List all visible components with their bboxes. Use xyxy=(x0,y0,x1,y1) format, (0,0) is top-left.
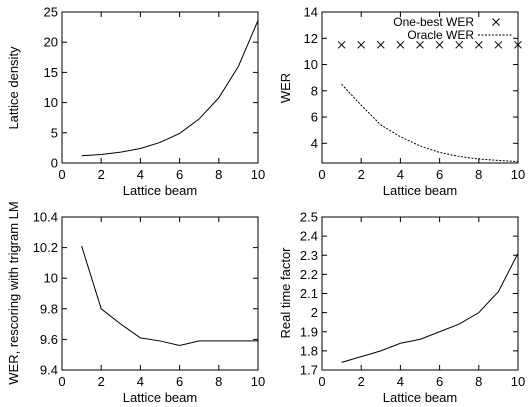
chart-2: 0 2 4 6 8 10 4 6 8 10 12 14 Lattice beam WER One-best … xyxy=(278,5,525,199)
y-tick-label: 2.4 xyxy=(300,229,318,244)
x-tick-label: 2 xyxy=(358,167,365,182)
y-tick-label: 10.2 xyxy=(33,240,58,255)
y-axis-label: WER xyxy=(278,73,293,103)
y-tick-label: 10 xyxy=(44,95,58,110)
x-axis-label: Lattice beam xyxy=(383,183,457,198)
x-tick-label: 6 xyxy=(176,374,183,389)
x-tick-label: 4 xyxy=(397,167,404,182)
data-point-marker xyxy=(357,40,366,49)
legend-label: Oracle WER xyxy=(407,28,474,42)
x-tick-label: 0 xyxy=(58,167,65,182)
data-point-marker xyxy=(396,40,405,49)
x-axis-label: Lattice beam xyxy=(123,183,197,198)
y-tick-label: 25 xyxy=(44,5,58,20)
data-point-marker xyxy=(376,40,385,49)
x-tick-label: 2 xyxy=(98,374,105,389)
data-point-marker xyxy=(435,40,444,49)
y-tick-label: 2 xyxy=(311,305,318,320)
chart-1: 0 2 4 6 8 10 0 5 10 15 20 25 Lattice beam Lattice den… xyxy=(6,5,265,199)
y-tick-label: 1.9 xyxy=(300,324,318,339)
y-tick-label: 2.3 xyxy=(300,248,318,263)
plot-frame xyxy=(321,11,519,164)
x-axis-label: Lattice beam xyxy=(123,390,197,405)
y-tick-label: 9.6 xyxy=(40,332,58,347)
y-axis-label: Real time factor xyxy=(278,247,293,339)
x-tick-label: 8 xyxy=(215,167,222,182)
data-point-marker xyxy=(514,40,522,49)
y-tick-label: 0 xyxy=(51,156,58,171)
y-tick-label: 5 xyxy=(51,125,58,140)
x-tick-label: 6 xyxy=(176,167,183,182)
y-tick-label: 12 xyxy=(304,31,318,46)
x-tick-label: 6 xyxy=(436,167,443,182)
y-tick-label: 15 xyxy=(44,65,58,80)
y-tick-label: 6 xyxy=(311,110,318,125)
x-tick-label: 10 xyxy=(511,167,525,182)
x-tick-label: 0 xyxy=(318,167,325,182)
data-point-marker xyxy=(494,40,503,49)
x-tick-label: 10 xyxy=(511,374,525,389)
x-tick-label: 4 xyxy=(397,374,404,389)
x-tick-label: 2 xyxy=(98,167,105,182)
x-tick-label: 8 xyxy=(475,167,482,182)
x-tick-label: 10 xyxy=(251,167,265,182)
y-tick-label: 14 xyxy=(304,5,318,20)
y-tick-label: 2.1 xyxy=(300,286,318,301)
plot-frame xyxy=(61,216,259,371)
legend-marker xyxy=(492,18,500,26)
series-line xyxy=(81,245,258,347)
y-tick-label: 9.8 xyxy=(40,301,58,316)
y-tick-label: 1.8 xyxy=(300,343,318,358)
y-tick-label: 10 xyxy=(304,57,318,72)
chart-4: 0 2 4 6 8 10 1.7 1.8 1.9 2 2.1 2.2 2.3 2.4 2.5 Lattice … xyxy=(278,210,525,406)
x-tick-label: 0 xyxy=(318,374,325,389)
series-line xyxy=(341,253,519,363)
y-tick-label: 8 xyxy=(311,83,318,98)
y-tick-label: 10 xyxy=(44,271,58,286)
plot-frame xyxy=(321,216,519,371)
x-tick-label: 4 xyxy=(137,167,144,182)
x-tick-label: 10 xyxy=(251,374,265,389)
chart-3: 0 2 4 6 8 10 9.4 9.6 9.8 10 10.2 10.4 Lattice beam WE… xyxy=(6,201,265,405)
legend-label: One-best WER xyxy=(393,15,474,29)
y-tick-label: 2.5 xyxy=(300,210,318,225)
data-point-marker xyxy=(337,40,346,49)
data-point-marker xyxy=(474,40,483,49)
series-line xyxy=(341,83,519,163)
y-tick-label: 9.4 xyxy=(40,363,58,378)
x-tick-label: 0 xyxy=(58,374,65,389)
x-tick-label: 4 xyxy=(137,374,144,389)
y-tick-label: 4 xyxy=(311,136,318,151)
data-point-marker xyxy=(455,40,464,49)
x-tick-label: 2 xyxy=(358,374,365,389)
x-tick-label: 8 xyxy=(475,374,482,389)
y-tick-label: 1.7 xyxy=(300,363,318,378)
x-tick-label: 8 xyxy=(215,374,222,389)
y-axis-label: WER, rescoring with trigram LM xyxy=(6,201,21,384)
y-tick-label: 2.2 xyxy=(300,267,318,282)
plot-frame xyxy=(61,11,259,164)
x-axis-label: Lattice beam xyxy=(383,390,457,405)
y-tick-label: 20 xyxy=(44,35,58,50)
x-tick-label: 6 xyxy=(436,374,443,389)
series-line xyxy=(81,20,259,157)
y-tick-label: 10.4 xyxy=(33,210,58,225)
series-points xyxy=(337,40,522,49)
y-axis-label: Lattice density xyxy=(6,46,21,130)
data-point-marker xyxy=(416,40,424,49)
